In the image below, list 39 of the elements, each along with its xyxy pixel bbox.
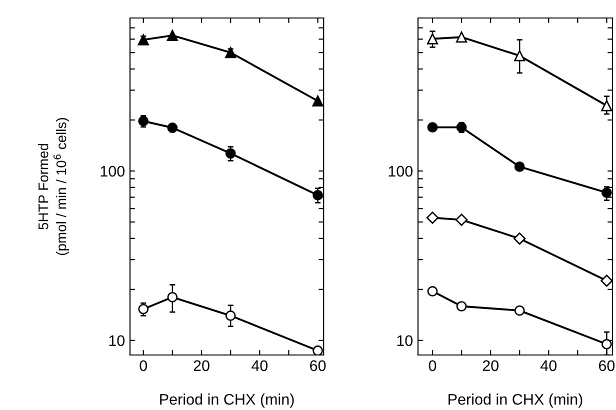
point	[514, 232, 526, 245]
x-axis-title: Period in CHX (min)	[448, 394, 582, 408]
point	[600, 274, 612, 287]
x-tick-label: 20	[482, 360, 498, 372]
y-tick-label: 10	[109, 335, 125, 346]
point	[426, 33, 438, 44]
point	[427, 286, 438, 296]
point	[138, 34, 149, 46]
point	[601, 187, 612, 198]
point	[225, 310, 236, 321]
point	[514, 50, 526, 62]
point	[455, 214, 468, 226]
x-tick-label: 0	[140, 360, 148, 372]
point	[167, 292, 178, 302]
x-tick-label: 40	[540, 360, 557, 372]
point	[514, 305, 525, 316]
point	[166, 30, 178, 42]
y-tick-label: 10	[397, 335, 413, 346]
x-tick-label: 20	[194, 360, 210, 372]
y-tick-label: 100	[100, 166, 125, 177]
x-tick-label: 60	[310, 360, 326, 372]
x-axis-title: Period in CHX (min)	[160, 394, 294, 408]
point	[456, 301, 467, 312]
y-tick-label: 100	[388, 166, 413, 177]
y-axis-title: 5HTP Formed (pmol / min / 10$^{6}$ cells)	[38, 118, 69, 256]
point	[456, 32, 468, 43]
point	[426, 212, 439, 224]
point	[225, 47, 236, 58]
point	[601, 338, 612, 350]
point	[225, 148, 236, 159]
point	[427, 122, 438, 133]
x-tick-label: 60	[598, 360, 615, 372]
point	[514, 161, 525, 172]
point	[312, 345, 323, 355]
point	[312, 95, 324, 107]
x-tick-label: 0	[428, 360, 436, 372]
x-tick-label: 40	[252, 360, 268, 372]
point	[601, 100, 612, 112]
point	[312, 190, 323, 200]
